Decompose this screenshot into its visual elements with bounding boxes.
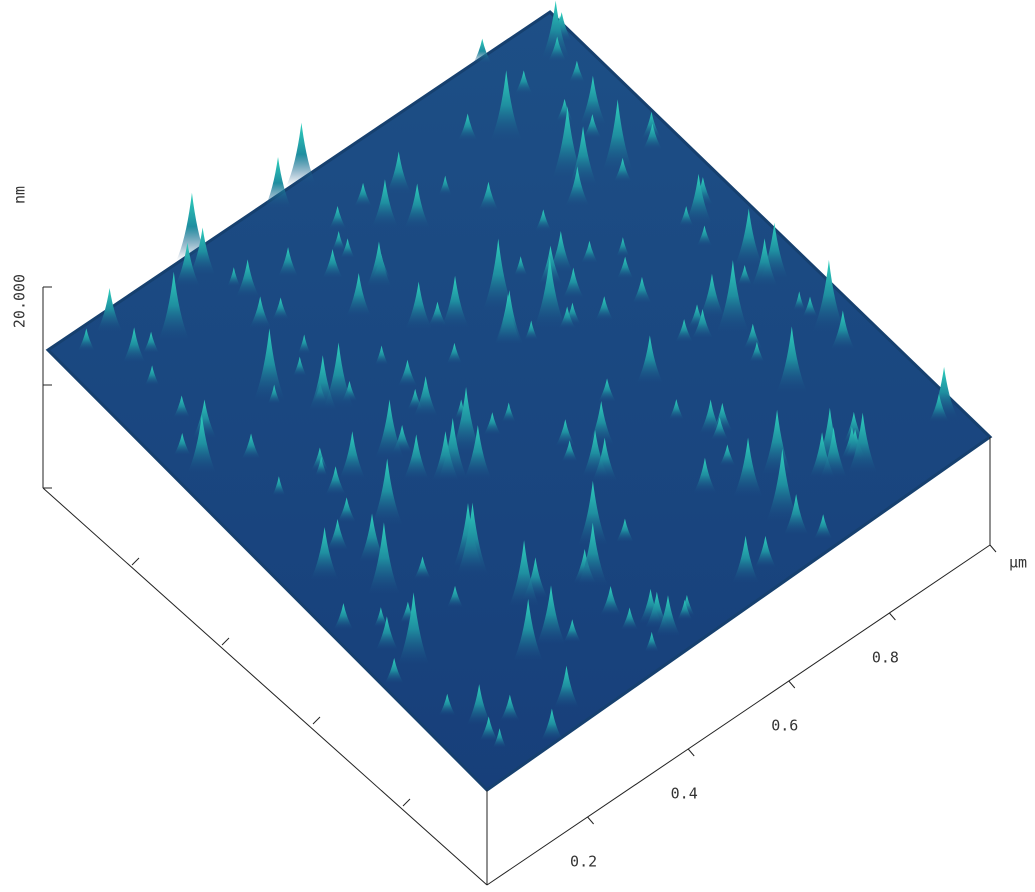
z-axis-label: nm	[11, 186, 29, 204]
x-tick-label: 0.6	[771, 717, 798, 735]
peak	[473, 39, 492, 64]
y-tick	[132, 558, 139, 565]
peak	[286, 123, 316, 186]
x-tick-label: 0.4	[671, 785, 698, 803]
z-tick-label: 20.000	[11, 274, 29, 328]
surface-base	[48, 12, 990, 790]
x-tick	[688, 749, 694, 756]
y-tick	[222, 638, 229, 645]
afm-surface-plot: nm µm 20.000 0.2 0.4 0.6 0.8	[0, 0, 1035, 892]
x-tick	[990, 545, 996, 552]
x-tick	[588, 817, 594, 824]
x-tick-label: 0.2	[570, 853, 597, 871]
x-tick-label: 0.8	[872, 649, 899, 667]
y-tick	[403, 799, 410, 806]
x-axis-label: µm	[1009, 554, 1027, 572]
surface	[48, 1, 990, 790]
x-tick	[889, 613, 895, 620]
y-tick	[313, 717, 320, 724]
peak	[264, 157, 291, 209]
x-tick	[789, 681, 795, 688]
